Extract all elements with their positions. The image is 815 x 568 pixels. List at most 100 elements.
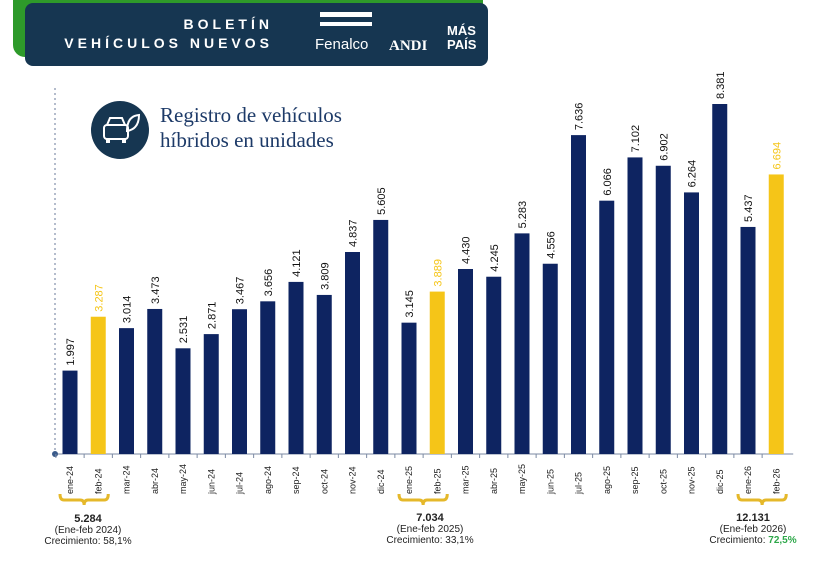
bar-oct-24 bbox=[316, 294, 332, 454]
tick-label-sep-24: sep-24 bbox=[291, 466, 301, 494]
value-label-jun-24: 2.871 bbox=[206, 302, 218, 330]
bar-ene-26 bbox=[740, 226, 756, 454]
summary-2026: 12.131 (Ene-feb 2026) Crecimiento: 72,5% bbox=[693, 512, 813, 546]
bar-nov-25 bbox=[684, 192, 699, 454]
bar-mar-25 bbox=[458, 268, 473, 454]
bar-may-24 bbox=[175, 348, 191, 454]
subtitle-line2: híbridos en unidades bbox=[160, 128, 334, 152]
fenalco-logo: Fenalco bbox=[315, 36, 369, 53]
value-label-nov-25: 6.264 bbox=[687, 160, 699, 188]
bar-jun-24 bbox=[203, 334, 219, 454]
summary-total: 12.131 bbox=[736, 512, 770, 524]
summary-growth: Crecimiento: 58,1% bbox=[28, 536, 148, 547]
summary-2025: 7.034 (Ene-feb 2025) Crecimiento: 33,1% bbox=[370, 512, 490, 546]
bar-nov-24 bbox=[345, 252, 360, 454]
summary-total: 7.034 bbox=[416, 512, 444, 524]
growth-label: Crecimiento: bbox=[44, 536, 104, 547]
tick-label-nov-25: nov-25 bbox=[687, 466, 697, 494]
bar-abr-24 bbox=[147, 308, 163, 454]
bar-feb-25 bbox=[429, 291, 445, 454]
hybrid-car-leaf-icon bbox=[91, 101, 149, 159]
tick-label-abr-25: abr-25 bbox=[489, 468, 499, 494]
value-label-mar-24: 3.014 bbox=[122, 296, 134, 324]
bar-jul-24 bbox=[232, 309, 247, 454]
tick-label-ene-26: ene-26 bbox=[743, 466, 753, 494]
value-label-ago-24: 3.656 bbox=[263, 269, 275, 297]
andi-logo: ANDI bbox=[389, 38, 428, 54]
title-line2: VEHÍCULOS NUEVOS bbox=[64, 35, 273, 51]
bar-dic-24 bbox=[373, 219, 389, 454]
tick-label-jul-25: jul-25 bbox=[574, 472, 584, 495]
bar-dic-25 bbox=[712, 104, 728, 454]
bar-ene-24 bbox=[62, 370, 78, 454]
bracket bbox=[397, 493, 449, 506]
bar-may-25 bbox=[514, 233, 530, 454]
tick-label-jul-24: jul-24 bbox=[235, 472, 245, 495]
tick-label-mar-25: mar-25 bbox=[461, 465, 471, 494]
tick-label-feb-26: feb-26 bbox=[771, 468, 781, 494]
value-label-abr-25: 4.245 bbox=[489, 244, 501, 272]
value-label-jul-25: 7.636 bbox=[574, 103, 586, 131]
bar-oct-25 bbox=[655, 165, 671, 454]
tick-label-sep-25: sep-25 bbox=[630, 466, 640, 494]
bar-jun-25 bbox=[542, 263, 558, 454]
bar-sep-25 bbox=[627, 157, 643, 454]
title-line1: BOLETÍN bbox=[183, 16, 273, 32]
bar-sep-24 bbox=[288, 281, 304, 454]
bar-feb-24 bbox=[90, 316, 106, 454]
mas-pais-logo: MÁS PAÍS bbox=[447, 23, 477, 52]
value-label-feb-26: 6.694 bbox=[771, 142, 783, 170]
bar-abr-25 bbox=[486, 276, 502, 454]
value-label-sep-24: 4.121 bbox=[291, 249, 303, 277]
summary-growth: Crecimiento: 72,5% bbox=[693, 535, 813, 546]
bar-jul-25 bbox=[571, 135, 586, 454]
value-label-oct-24: 3.809 bbox=[319, 262, 331, 290]
growth-value: 33,1% bbox=[445, 535, 474, 546]
bar-ago-24 bbox=[260, 301, 276, 454]
value-label-nov-24: 4.837 bbox=[348, 219, 360, 247]
summary-period: (Ene-feb 2024) bbox=[54, 525, 122, 536]
tick-label-ago-25: ago-25 bbox=[602, 466, 612, 494]
tick-label-oct-24: oct-24 bbox=[319, 469, 329, 494]
chart-subtitle: Registro de vehículos híbridos en unidad… bbox=[160, 103, 342, 153]
tick-label-nov-24: nov-24 bbox=[348, 466, 358, 494]
value-label-ene-26: 5.437 bbox=[743, 194, 755, 222]
bar-ago-25 bbox=[599, 200, 615, 454]
tick-label-feb-24: feb-24 bbox=[93, 468, 103, 494]
value-label-feb-24: 3.287 bbox=[93, 284, 105, 312]
value-label-dic-24: 5.605 bbox=[376, 187, 388, 215]
axis-origin-dot bbox=[52, 451, 58, 457]
value-label-abr-24: 3.473 bbox=[150, 276, 162, 304]
subtitle-line1: Registro de vehículos bbox=[160, 103, 342, 127]
tick-label-feb-25: feb-25 bbox=[432, 468, 442, 494]
tick-label-oct-25: oct-25 bbox=[658, 469, 668, 494]
tick-label-mar-24: mar-24 bbox=[122, 465, 132, 494]
bar-mar-24 bbox=[119, 328, 134, 454]
header-banner: BOLETÍN VEHÍCULOS NUEVOS Fenalco ANDI MÁ… bbox=[25, 3, 488, 66]
value-label-feb-25: 3.889 bbox=[432, 259, 444, 287]
value-label-jul-24: 3.467 bbox=[235, 277, 247, 305]
growth-value: 58,1% bbox=[103, 536, 132, 547]
value-label-sep-25: 7.102 bbox=[630, 125, 642, 153]
tick-label-ene-25: ene-25 bbox=[404, 466, 414, 494]
bar-feb-26 bbox=[768, 174, 784, 454]
growth-label: Crecimiento: bbox=[709, 535, 769, 546]
bar-ene-25 bbox=[401, 322, 417, 454]
tick-label-jun-24: jun-24 bbox=[206, 469, 216, 495]
tick-label-may-25: may-25 bbox=[517, 464, 527, 494]
tick-label-dic-25: dic-25 bbox=[715, 469, 725, 494]
summary-growth: Crecimiento: 33,1% bbox=[370, 535, 490, 546]
value-label-may-24: 2.531 bbox=[178, 316, 190, 344]
summary-period: (Ene-feb 2026) bbox=[719, 524, 787, 535]
value-label-may-25: 5.283 bbox=[517, 201, 529, 229]
value-label-dic-25: 8.381 bbox=[715, 71, 727, 99]
value-label-mar-25: 4.430 bbox=[461, 236, 473, 264]
value-label-jun-25: 4.556 bbox=[545, 231, 557, 259]
summary-2024: 5.284 (Ene-feb 2024) Crecimiento: 58,1% bbox=[28, 513, 148, 547]
tick-label-may-24: may-24 bbox=[178, 464, 188, 494]
summary-period: (Ene-feb 2025) bbox=[396, 524, 464, 535]
value-label-ene-24: 1.997 bbox=[65, 338, 77, 366]
value-label-ago-25: 6.066 bbox=[602, 168, 614, 196]
bracket bbox=[58, 493, 110, 506]
